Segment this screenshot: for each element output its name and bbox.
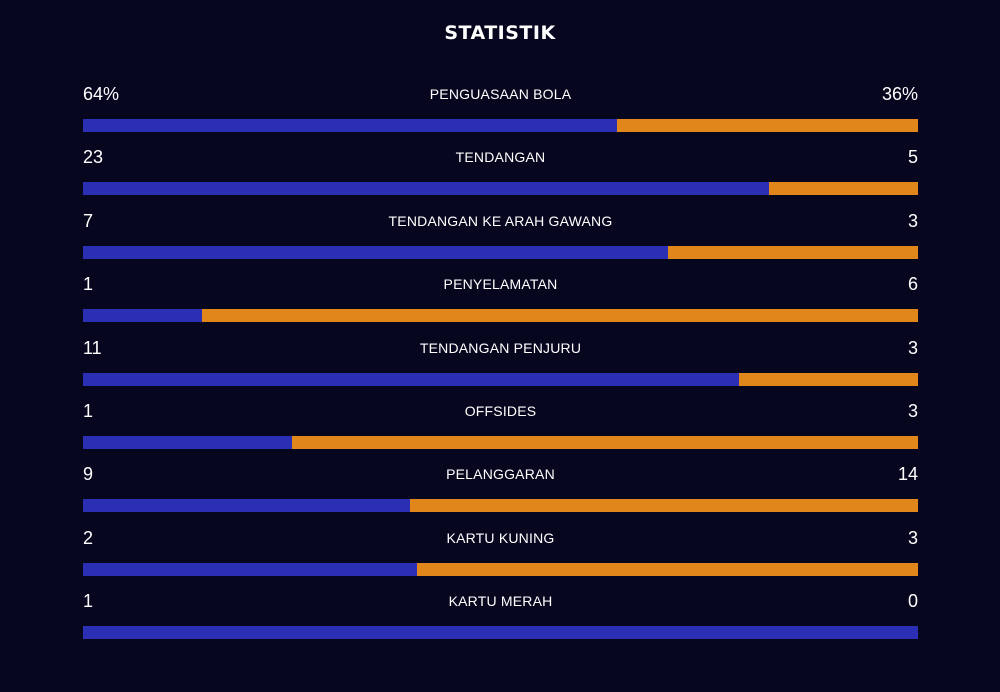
home-bar-segment — [83, 119, 618, 132]
stat-bar — [83, 309, 918, 323]
stat-label: TENDANGAN PENJURU — [419, 339, 582, 356]
stat-row-corners: 11 TENDANGAN PENJURU 3 — [83, 334, 918, 397]
stat-row-shots-on-target: 7 TENDANGAN KE ARAH GAWANG 3 — [83, 207, 918, 270]
stat-row-possession: 64% PENGUASAAN BOLA 36% — [83, 80, 918, 143]
stat-row-saves: 1 PENYELAMATAN 6 — [83, 270, 918, 333]
away-value: 36% — [881, 84, 918, 104]
away-value: 3 — [907, 337, 918, 358]
stat-label: KARTU KUNING — [446, 529, 555, 546]
stat-row-fouls: 9 PELANGGARAN 14 — [83, 460, 918, 523]
stat-bar — [83, 562, 918, 576]
away-value: 5 — [907, 147, 918, 168]
stat-bar — [83, 499, 918, 513]
away-bar-segment — [739, 372, 918, 386]
home-value: 1 — [83, 400, 94, 421]
stat-label: PENGUASAAN BOLA — [429, 86, 572, 102]
home-value: 1 — [83, 591, 94, 612]
stat-bar — [83, 245, 918, 259]
home-bar-segment — [83, 435, 292, 449]
away-bar-segment — [768, 182, 918, 196]
stat-label: OFFSIDES — [464, 402, 537, 419]
away-value: 3 — [907, 400, 918, 421]
stat-row-yellow-cards: 2 KARTU KUNING 3 — [83, 524, 918, 587]
away-value: 0 — [907, 591, 918, 612]
away-bar-segment — [667, 245, 918, 259]
home-bar-segment — [83, 372, 740, 386]
stat-bar — [83, 435, 918, 449]
away-value: 3 — [907, 527, 918, 548]
home-bar-segment — [83, 182, 769, 196]
home-bar-segment — [83, 309, 203, 323]
away-bar-segment — [409, 499, 918, 513]
home-value: 7 — [83, 210, 94, 231]
away-value: 6 — [907, 274, 918, 295]
stat-row-offsides: 1 OFFSIDES 3 — [83, 397, 918, 460]
stat-bar — [83, 119, 918, 132]
home-bar-segment — [83, 245, 668, 259]
stat-label: PELANGGARAN — [446, 466, 555, 483]
home-bar-segment — [83, 626, 918, 640]
panel-title: STATISTIK — [444, 22, 556, 44]
away-bar-segment — [617, 119, 918, 132]
home-value: 64% — [83, 84, 120, 104]
stat-bar — [83, 182, 918, 196]
away-value: 3 — [907, 210, 918, 231]
away-bar-segment — [291, 435, 918, 449]
stat-row-red-cards: 1 KARTU MERAH 0 — [83, 587, 918, 650]
stat-label: TENDANGAN KE ARAH GAWANG — [388, 212, 613, 229]
home-value: 1 — [83, 274, 94, 295]
away-bar-segment — [202, 309, 918, 323]
home-bar-segment — [83, 499, 410, 513]
stats-list: 64% PENGUASAAN BOLA 36% 23 TENDANGAN 5 7… — [83, 80, 918, 651]
home-bar-segment — [83, 562, 417, 576]
stat-row-shots: 23 TENDANGAN 5 — [83, 143, 918, 206]
stat-bar — [83, 626, 918, 640]
stat-label: TENDANGAN — [455, 149, 546, 166]
home-value: 2 — [83, 527, 94, 548]
home-value: 23 — [83, 147, 104, 168]
home-value: 11 — [83, 337, 102, 358]
stat-label: PENYELAMATAN — [443, 276, 558, 293]
stat-bar — [83, 372, 918, 386]
away-value: 14 — [897, 464, 918, 485]
away-bar-segment — [417, 562, 918, 576]
stat-label: KARTU MERAH — [448, 593, 553, 610]
home-value: 9 — [83, 464, 94, 485]
